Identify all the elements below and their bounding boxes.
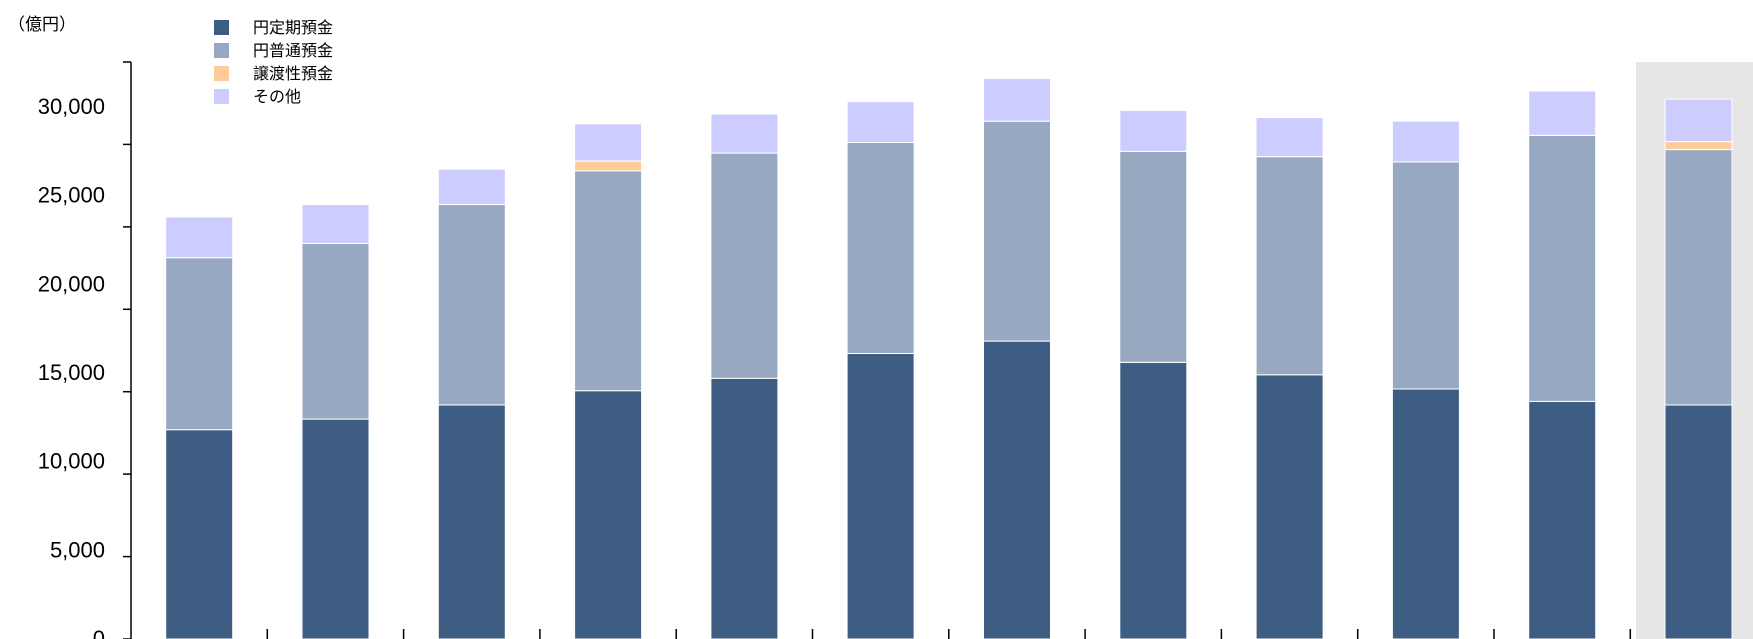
legend-label-fixed-deposit: 円定期預金: [253, 18, 334, 37]
bar-segment-3-8: [1255, 117, 1324, 158]
bar-segment-3-11: [1664, 98, 1733, 143]
bar-segment-0-1: [301, 418, 370, 639]
bar-segment-1-11: [1664, 149, 1733, 406]
bar-segment-0-2: [437, 404, 506, 639]
legend-item-fixed-deposit: 円定期預金: [214, 16, 333, 39]
bar-segment-3-1: [301, 204, 370, 244]
y-tick-label: 5,000: [50, 537, 105, 562]
legend: 円定期預金 円普通預金 譲渡性預金 その他: [214, 16, 333, 108]
bar-segment-1-8: [1255, 156, 1324, 376]
bar-segment-1-5: [846, 142, 915, 354]
bar-segment-3-9: [1391, 120, 1460, 163]
bar-segment-0-5: [846, 353, 915, 639]
bar-segment-1-1: [301, 243, 370, 420]
y-tick-label: 25,000: [38, 183, 105, 208]
bar-segment-1-0: [165, 257, 234, 431]
bar-segment-3-2: [437, 168, 506, 206]
bar-segment-0-9: [1391, 388, 1460, 639]
bar-segment-3-0: [165, 216, 234, 259]
legend-item-ncd: 譲渡性預金: [214, 62, 333, 85]
legend-swatch-ncd: [214, 66, 229, 81]
y-axis: 0 5,000 10,000 15,000 20,000 25,000 30,000: [38, 61, 1632, 639]
bar-segment-3-6: [983, 78, 1051, 122]
legend-label-ordinary-deposit: 円普通預金: [253, 41, 334, 60]
legend-swatch-fixed-deposit: [214, 20, 229, 35]
y-tick-label: 20,000: [38, 271, 105, 296]
y-axis-unit-label: （億円）: [8, 15, 76, 35]
bar-segment-0-6: [983, 340, 1051, 639]
bar-segment-2-3: [574, 160, 643, 172]
legend-label-ncd: 譲渡性預金: [253, 64, 334, 83]
bar-segment-3-10: [1528, 90, 1597, 136]
bars-layer: [165, 78, 1733, 639]
legend-swatch-other: [214, 89, 229, 104]
bar-segment-0-8: [1255, 374, 1324, 639]
legend-swatch-ordinary-deposit: [214, 43, 229, 58]
bar-segment-0-4: [710, 377, 779, 639]
y-tick-label: 15,000: [38, 360, 105, 385]
bar-segment-0-10: [1528, 400, 1597, 639]
bar-segment-1-10: [1528, 134, 1597, 402]
bar-segment-3-4: [710, 113, 779, 154]
y-tick-label: 30,000: [38, 94, 105, 119]
bar-segment-0-3: [574, 390, 643, 639]
bar-segment-0-11: [1664, 404, 1733, 639]
bar-segment-0-0: [165, 429, 234, 639]
legend-item-ordinary-deposit: 円普通預金: [214, 39, 333, 62]
bar-segment-1-2: [437, 204, 506, 406]
bar-segment-1-7: [1119, 150, 1188, 363]
bar-segment-1-3: [574, 170, 643, 392]
bar-segment-2-11: [1664, 141, 1733, 151]
y-tick-label: 10,000: [38, 449, 105, 474]
y-tick-label: 0: [93, 626, 105, 639]
bar-segment-1-4: [710, 152, 779, 379]
legend-item-other: その他: [214, 85, 333, 108]
bar-segment-3-3: [574, 123, 643, 162]
legend-label-other: その他: [253, 87, 302, 106]
bar-segment-3-5: [846, 101, 915, 143]
bar-segment-1-9: [1391, 161, 1460, 390]
bar-segment-1-6: [983, 120, 1051, 342]
bar-segment-0-7: [1119, 361, 1188, 639]
bar-segment-3-7: [1119, 110, 1188, 152]
